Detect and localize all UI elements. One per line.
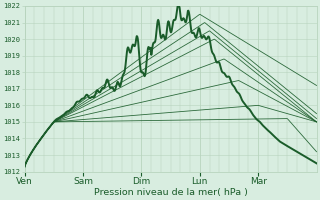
- X-axis label: Pression niveau de la mer( hPa ): Pression niveau de la mer( hPa ): [94, 188, 248, 197]
